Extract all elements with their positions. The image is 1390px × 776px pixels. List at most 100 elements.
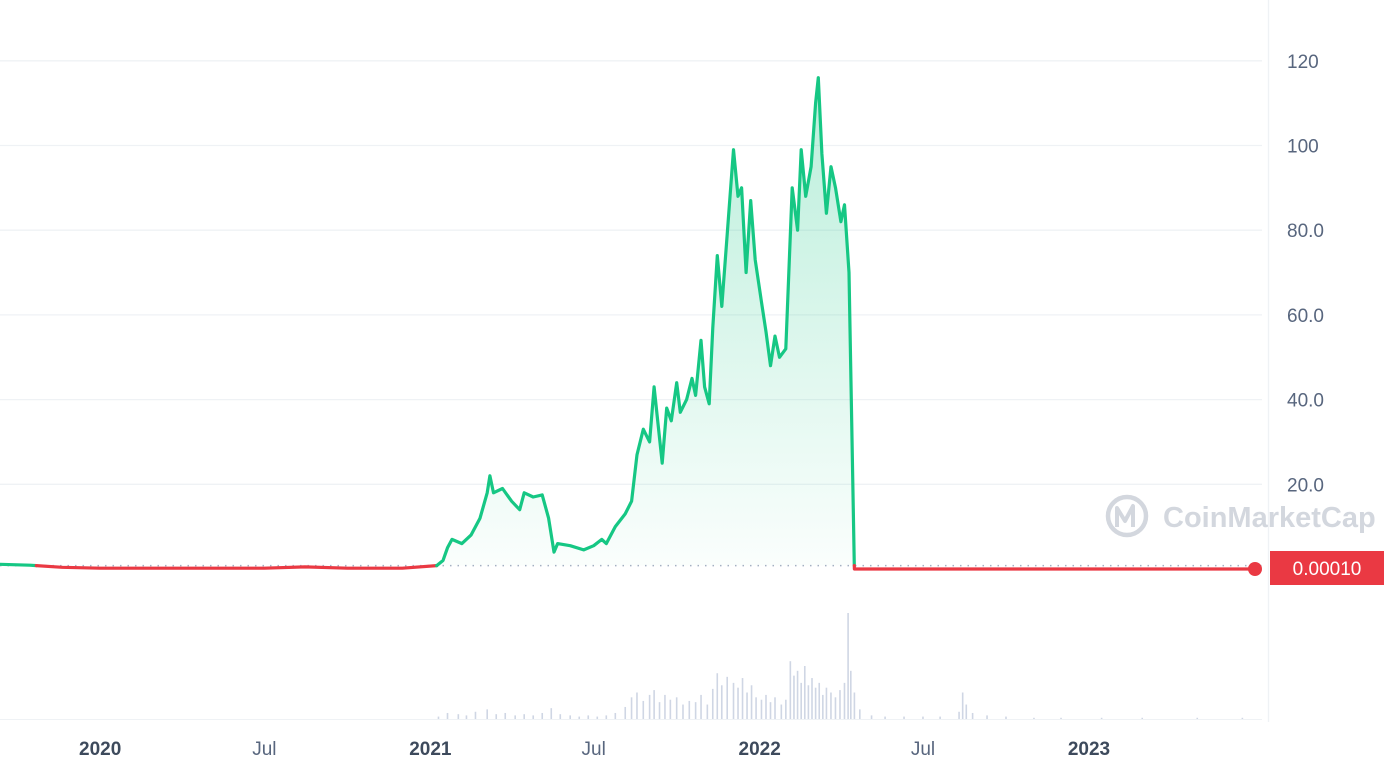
volume-bar	[922, 716, 924, 719]
volume-bar	[971, 712, 974, 719]
volume-bar	[847, 613, 849, 719]
volume-bar	[550, 708, 553, 719]
volume-bar	[648, 694, 651, 719]
x-tick-label: Jul	[911, 739, 935, 760]
volume-bar	[495, 714, 498, 719]
volume-bar	[653, 690, 655, 719]
x-tick-label: 2022	[739, 739, 781, 760]
volume-bar	[636, 692, 638, 719]
volume-bar	[765, 694, 767, 719]
volume-bar	[716, 673, 719, 719]
volume-bar	[630, 697, 633, 719]
y-axis: 20.0 40.0 60.0 80.0 100 120	[1287, 52, 1324, 496]
volume-bar	[514, 715, 516, 719]
x-tick-label: 2021	[409, 739, 452, 760]
price-area-fill	[436, 77, 855, 566]
volume-bar	[559, 714, 562, 719]
current-price-badge: 0.00010	[1270, 551, 1384, 585]
volume-bar	[830, 692, 832, 719]
y-tick-label: 20.0	[1287, 475, 1324, 496]
volume-bar	[1141, 717, 1144, 719]
volume-bar	[700, 694, 702, 719]
x-tick-label: 2023	[1068, 739, 1110, 760]
volume-bar	[1005, 716, 1007, 719]
volume-bar	[746, 692, 748, 719]
volume-bar	[1060, 717, 1062, 719]
volume-bar	[789, 661, 792, 719]
volume-bar	[803, 666, 806, 719]
volume-bar	[785, 699, 787, 719]
volume-bar	[688, 700, 691, 719]
volume-bar	[486, 709, 489, 719]
current-price-badge-bg	[1270, 551, 1384, 585]
volume-bar	[958, 711, 960, 719]
volume-bar	[532, 715, 535, 719]
volume-bar	[437, 716, 440, 719]
price-area	[0, 77, 855, 566]
volume-bar	[1196, 717, 1199, 719]
volume-bar	[961, 692, 964, 719]
x-tick-label: Jul	[582, 739, 606, 760]
volume-bar	[822, 694, 824, 719]
coinmarketcap-logo-icon	[1105, 494, 1149, 538]
x-axis: 2020 Jul 2021 Jul 2022 Jul 2023	[79, 739, 1110, 760]
volume-bar	[465, 715, 468, 719]
volume-bar	[1033, 717, 1035, 719]
volume-bar	[726, 676, 728, 719]
volume-bar	[796, 670, 799, 719]
watermark: CoinMarketCap	[1105, 494, 1376, 538]
volume-bar	[825, 687, 828, 719]
volume-bar	[504, 712, 507, 719]
volume-bar	[1241, 717, 1244, 719]
volume-bar	[614, 712, 617, 719]
volume-bar	[793, 675, 795, 719]
volume-bar	[737, 687, 739, 719]
volume-bar	[706, 704, 709, 719]
volume-bar	[541, 712, 544, 719]
volume-bar	[694, 702, 697, 719]
volume-bar	[682, 704, 684, 719]
volume-bar	[800, 682, 802, 719]
volume-bar	[780, 704, 783, 719]
volume-bar	[807, 685, 810, 719]
volume-bar	[859, 709, 861, 719]
volume-bar	[669, 699, 672, 719]
volume-bar	[457, 714, 460, 719]
price-line-down-segment	[34, 564, 439, 570]
volume-bar	[843, 682, 846, 719]
volume-bar	[755, 697, 757, 719]
x-tick-label: 2020	[79, 739, 121, 760]
volume-bar	[446, 712, 449, 719]
volume-bar	[850, 670, 852, 719]
current-price-label: 0.00010	[1293, 559, 1362, 580]
current-price-dot[interactable]	[1248, 562, 1262, 576]
volume-bar	[839, 690, 841, 719]
y-tick-label: 120	[1287, 52, 1319, 73]
volume-bar	[769, 702, 772, 719]
x-tick-label: Jul	[252, 739, 276, 760]
volume-bar	[675, 697, 678, 719]
volume-bar	[569, 715, 572, 719]
price-line	[0, 76, 1254, 571]
volume-bar	[760, 699, 763, 719]
volume-bar	[605, 715, 608, 719]
y-tick-label: 40.0	[1287, 391, 1324, 412]
volume-bars	[437, 613, 1244, 719]
volume-bar	[965, 704, 968, 719]
volume-bar	[664, 694, 666, 719]
volume-bar	[870, 715, 873, 719]
y-tick-label: 60.0	[1287, 306, 1324, 327]
volume-bar	[587, 715, 590, 719]
watermark-text: CoinMarketCap	[1163, 502, 1376, 534]
price-line-up-segment	[435, 76, 856, 568]
volume-bar	[814, 687, 817, 719]
volume-bar	[903, 716, 905, 719]
volume-bar	[818, 682, 821, 719]
volume-bar	[884, 716, 886, 719]
volume-bar	[658, 702, 661, 719]
volume-bar	[711, 688, 714, 719]
volume-bar	[1100, 717, 1103, 719]
volume-bar	[642, 700, 645, 719]
